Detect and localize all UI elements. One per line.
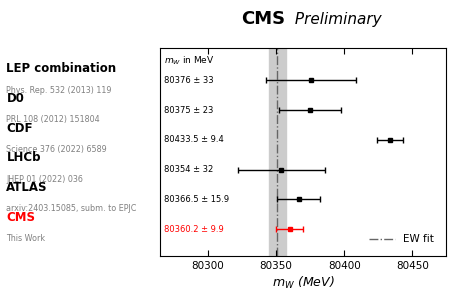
Text: Preliminary: Preliminary [290,12,382,27]
Text: $m_W$ in MeV: $m_W$ in MeV [164,55,215,67]
Text: CMS: CMS [6,211,36,224]
Legend: EW fit: EW fit [365,230,438,249]
Text: 80360.2 ± 9.9: 80360.2 ± 9.9 [164,225,224,234]
Text: D0: D0 [6,92,24,105]
Text: LEP combination: LEP combination [6,62,116,75]
Text: LHCb: LHCb [6,151,41,164]
Text: This Work: This Work [6,234,46,243]
Text: 80354 ± 32: 80354 ± 32 [164,165,213,174]
Text: 80366.5 ± 15.9: 80366.5 ± 15.9 [164,195,229,204]
Text: PRL 108 (2012) 151804: PRL 108 (2012) 151804 [6,115,100,124]
Text: JHEP 01 (2022) 036: JHEP 01 (2022) 036 [6,175,83,184]
X-axis label: $m_W$ (MeV): $m_W$ (MeV) [272,275,335,289]
Text: 80375 ± 23: 80375 ± 23 [164,105,214,115]
Text: 80376 ± 33: 80376 ± 33 [164,76,214,85]
Text: Science 376 (2022) 6589: Science 376 (2022) 6589 [6,145,107,154]
Text: ATLAS: ATLAS [6,181,48,194]
Text: CDF: CDF [6,122,33,135]
Text: arxiv:2403.15085, subm. to EPJC: arxiv:2403.15085, subm. to EPJC [6,205,137,214]
Text: Phys. Rep. 532 (2013) 119: Phys. Rep. 532 (2013) 119 [6,86,112,95]
Bar [269,48,285,256]
Text: CMS: CMS [241,10,285,28]
Text: 80433.5 ± 9.4: 80433.5 ± 9.4 [164,135,224,144]
